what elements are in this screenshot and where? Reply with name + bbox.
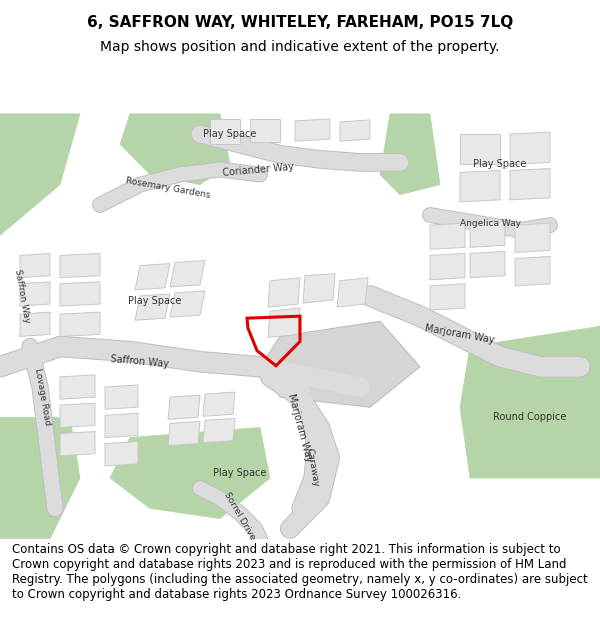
- Polygon shape: [460, 171, 500, 202]
- Text: Contains OS data © Crown copyright and database right 2021. This information is : Contains OS data © Crown copyright and d…: [12, 543, 588, 601]
- Text: Play Space: Play Space: [203, 129, 257, 139]
- Text: Rosemary Gardens: Rosemary Gardens: [125, 176, 211, 199]
- Polygon shape: [430, 254, 465, 280]
- Text: Marjoram Way: Marjoram Way: [286, 392, 314, 462]
- Text: Lovage Road: Lovage Road: [32, 368, 52, 426]
- Polygon shape: [303, 274, 335, 303]
- Text: Round Coppice: Round Coppice: [493, 412, 566, 422]
- Polygon shape: [268, 278, 300, 307]
- Polygon shape: [295, 119, 330, 141]
- Polygon shape: [20, 282, 50, 306]
- Polygon shape: [170, 261, 205, 287]
- Text: Sorrel Drive: Sorrel Drive: [223, 491, 257, 542]
- Polygon shape: [135, 294, 170, 320]
- Text: Marjoram Way: Marjoram Way: [424, 323, 496, 346]
- Polygon shape: [168, 421, 200, 446]
- Polygon shape: [135, 264, 170, 290]
- Polygon shape: [210, 119, 240, 144]
- Polygon shape: [60, 254, 100, 278]
- Polygon shape: [337, 278, 368, 307]
- Polygon shape: [105, 413, 138, 437]
- Polygon shape: [0, 418, 80, 539]
- Text: Saffron Way: Saffron Way: [13, 268, 31, 324]
- Polygon shape: [203, 418, 235, 442]
- Polygon shape: [260, 321, 420, 408]
- Text: Map shows position and indicative extent of the property.: Map shows position and indicative extent…: [100, 40, 500, 54]
- Polygon shape: [470, 221, 505, 248]
- Polygon shape: [60, 375, 95, 399]
- Text: Caraway: Caraway: [304, 448, 320, 488]
- Polygon shape: [460, 134, 500, 164]
- Text: Play Space: Play Space: [128, 296, 182, 306]
- Polygon shape: [105, 442, 138, 466]
- Polygon shape: [60, 431, 95, 456]
- Polygon shape: [510, 132, 550, 164]
- Polygon shape: [470, 251, 505, 278]
- Polygon shape: [110, 428, 270, 519]
- Polygon shape: [250, 119, 280, 142]
- Polygon shape: [20, 312, 50, 336]
- Polygon shape: [60, 403, 95, 428]
- Polygon shape: [120, 114, 230, 184]
- Text: Saffron Way: Saffron Way: [110, 354, 170, 369]
- Polygon shape: [340, 120, 370, 141]
- Polygon shape: [20, 254, 50, 278]
- Polygon shape: [460, 326, 600, 478]
- Text: Play Space: Play Space: [214, 468, 266, 478]
- Polygon shape: [203, 392, 235, 416]
- Polygon shape: [60, 282, 100, 306]
- Polygon shape: [0, 114, 80, 235]
- Polygon shape: [510, 169, 550, 200]
- Polygon shape: [60, 312, 100, 336]
- Text: Play Space: Play Space: [473, 159, 527, 169]
- Polygon shape: [430, 284, 465, 310]
- Polygon shape: [430, 223, 465, 249]
- Polygon shape: [168, 395, 200, 419]
- Polygon shape: [515, 223, 550, 253]
- Polygon shape: [170, 291, 205, 317]
- Text: Angelica Way: Angelica Way: [460, 219, 521, 228]
- Text: 6, SAFFRON WAY, WHITELEY, FAREHAM, PO15 7LQ: 6, SAFFRON WAY, WHITELEY, FAREHAM, PO15 …: [87, 15, 513, 30]
- Polygon shape: [380, 114, 440, 195]
- Polygon shape: [268, 308, 300, 338]
- Text: Coriander Way: Coriander Way: [222, 161, 294, 177]
- Polygon shape: [105, 385, 138, 409]
- Polygon shape: [515, 256, 550, 286]
